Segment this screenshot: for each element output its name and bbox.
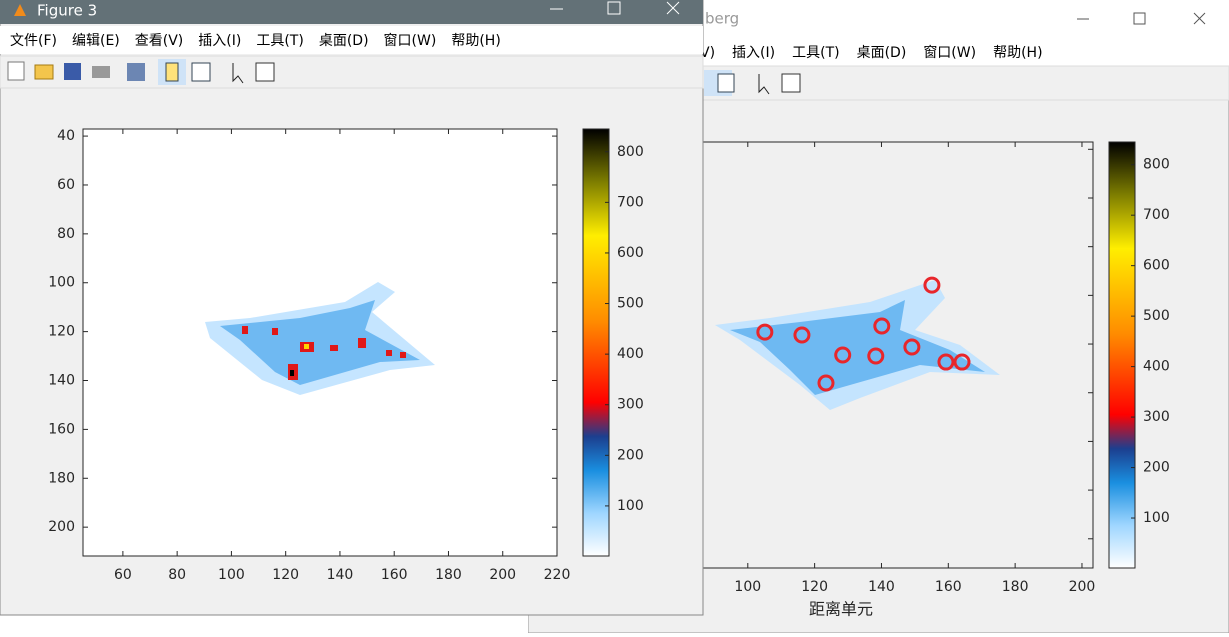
app-icon [14,4,26,16]
window-controls[interactable] [550,1,680,15]
axes-box [82,128,558,557]
heatmap-hotspots [242,326,406,380]
colorbar-tick-label: 300 [617,397,644,413]
menu-item[interactable]: 窗口(W) [923,44,976,61]
x-tick-label: 200 [1069,579,1096,595]
x-tick-label: 200 [489,567,516,583]
toolbar-icons[interactable] [7,59,275,85]
colorbar-tick-label: 800 [1143,157,1170,173]
colorbar-tick-label: 200 [1143,460,1170,476]
tool-button[interactable] [758,74,770,95]
menu-item[interactable]: 插入(I) [198,33,241,49]
colorbar-tick-label: 500 [617,296,644,312]
menu-item[interactable]: 文件(F) [10,33,57,49]
y-tick-label: 60 [57,177,75,193]
y-tick-label: 40 [57,128,75,144]
x-tick-label: 140 [868,579,895,595]
x-tick-label: 180 [435,567,462,583]
heatmap-image [220,300,420,385]
detected-point [873,317,891,335]
colorbar-tick-label: 800 [617,144,644,160]
colorbar [582,128,610,557]
x-axis-label: 距离单元 [809,600,873,619]
detected-point [903,338,921,356]
window-title: berg [705,10,739,28]
tool-button[interactable] [717,73,735,93]
detected-point [834,346,852,364]
detected-point [937,353,955,371]
detected-point [953,353,971,371]
front-window: Figure 3 文件(F) 编辑(E) 查看(V) [0,0,704,616]
detected-point [756,323,774,341]
window-title: Figure 3 [37,2,97,20]
menu-item[interactable]: 桌面(D) [857,45,907,61]
colorbar-tick-label: 400 [617,346,644,362]
colorbar-tick-label: 200 [617,447,644,463]
colorbar-tick-label: 100 [617,498,644,514]
x-tick-label: 120 [272,567,299,583]
colorbar-tick-label: 600 [617,245,644,261]
menu-item[interactable]: V) [700,45,715,61]
menu-item[interactable]: 插入(I) [732,45,775,61]
menu-item[interactable]: 工具(T) [256,33,303,49]
x-tick-label: 160 [935,579,962,595]
x-tick-label: 140 [327,567,354,583]
colorbar-tick-label: 400 [1143,359,1170,375]
title-bar[interactable] [0,0,703,24]
y-tick-label: 140 [48,373,75,389]
x-tick-label: 80 [168,567,186,583]
colorbar-tick-label: 100 [1143,510,1170,526]
x-tick-label: 120 [801,579,828,595]
y-tick-label: 100 [48,275,75,291]
x-tick-label: 160 [381,567,408,583]
menu-item[interactable]: 查看(V) [135,33,184,49]
x-tick-label: 180 [1002,579,1029,595]
window-controls[interactable] [1077,12,1206,25]
y-tick-label: 80 [57,226,75,242]
menu-item[interactable]: 帮助(H) [451,33,500,49]
menu-item[interactable]: 工具(T) [792,45,839,61]
x-tick-label: 60 [114,567,132,583]
y-tick-label: 160 [48,421,75,437]
x-tick-label: 100 [218,567,245,583]
menu-item[interactable]: 桌面(D) [319,33,369,49]
menu-item[interactable]: 编辑(E) [72,33,120,49]
colorbar-tick-label: 700 [617,194,644,210]
colorbar-tick-label: 700 [1143,207,1170,223]
colorbar-tick-label: 300 [1143,409,1170,425]
detected-point [867,347,885,365]
heatmap-image [730,300,985,395]
colorbar-tick-label: 600 [1143,258,1170,274]
menu-item[interactable]: 帮助(H) [993,45,1042,61]
toolbar [0,55,704,89]
detected-point [923,276,941,294]
x-tick-label: 100 [734,579,761,595]
colorbar [1108,141,1136,569]
y-tick-label: 120 [48,324,75,340]
colorbar-tick-label: 500 [1143,308,1170,324]
x-tick-label: 220 [544,567,571,583]
y-tick-label: 180 [48,470,75,486]
detected-point [817,374,835,392]
menu-bar [0,26,703,54]
detected-point [793,326,811,344]
y-tick-label: 200 [48,519,75,535]
menu-item[interactable]: 窗口(W) [384,32,437,49]
tool-button[interactable] [781,73,801,93]
